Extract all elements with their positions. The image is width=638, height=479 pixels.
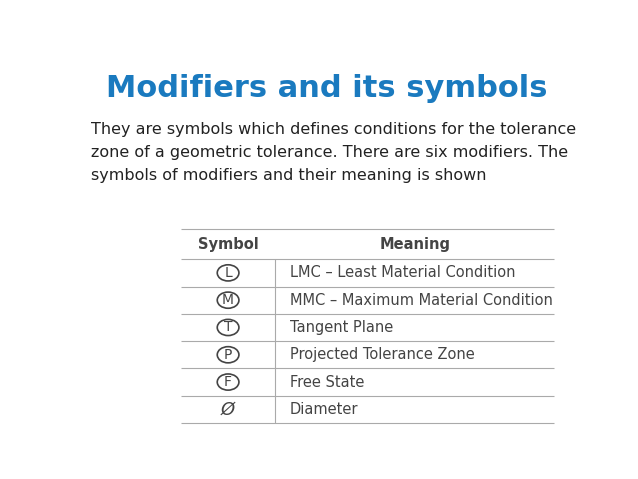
Text: They are symbols which defines conditions for the tolerance
zone of a geometric : They are symbols which defines condition… bbox=[91, 122, 575, 182]
Text: Free State: Free State bbox=[290, 375, 364, 389]
Text: Symbol: Symbol bbox=[198, 237, 258, 251]
Text: F: F bbox=[224, 375, 232, 389]
Text: M: M bbox=[222, 293, 234, 307]
Text: P: P bbox=[224, 348, 232, 362]
Text: T: T bbox=[224, 320, 232, 334]
Text: Tangent Plane: Tangent Plane bbox=[290, 320, 393, 335]
Text: Diameter: Diameter bbox=[290, 402, 359, 417]
Text: Modifiers and its symbols: Modifiers and its symbols bbox=[106, 74, 548, 103]
Text: MMC – Maximum Material Condition: MMC – Maximum Material Condition bbox=[290, 293, 553, 308]
Text: L: L bbox=[224, 266, 232, 280]
Text: Meaning: Meaning bbox=[379, 237, 450, 251]
Text: LMC – Least Material Condition: LMC – Least Material Condition bbox=[290, 265, 516, 280]
Text: Ø: Ø bbox=[221, 400, 235, 418]
Text: Projected Tolerance Zone: Projected Tolerance Zone bbox=[290, 347, 475, 362]
